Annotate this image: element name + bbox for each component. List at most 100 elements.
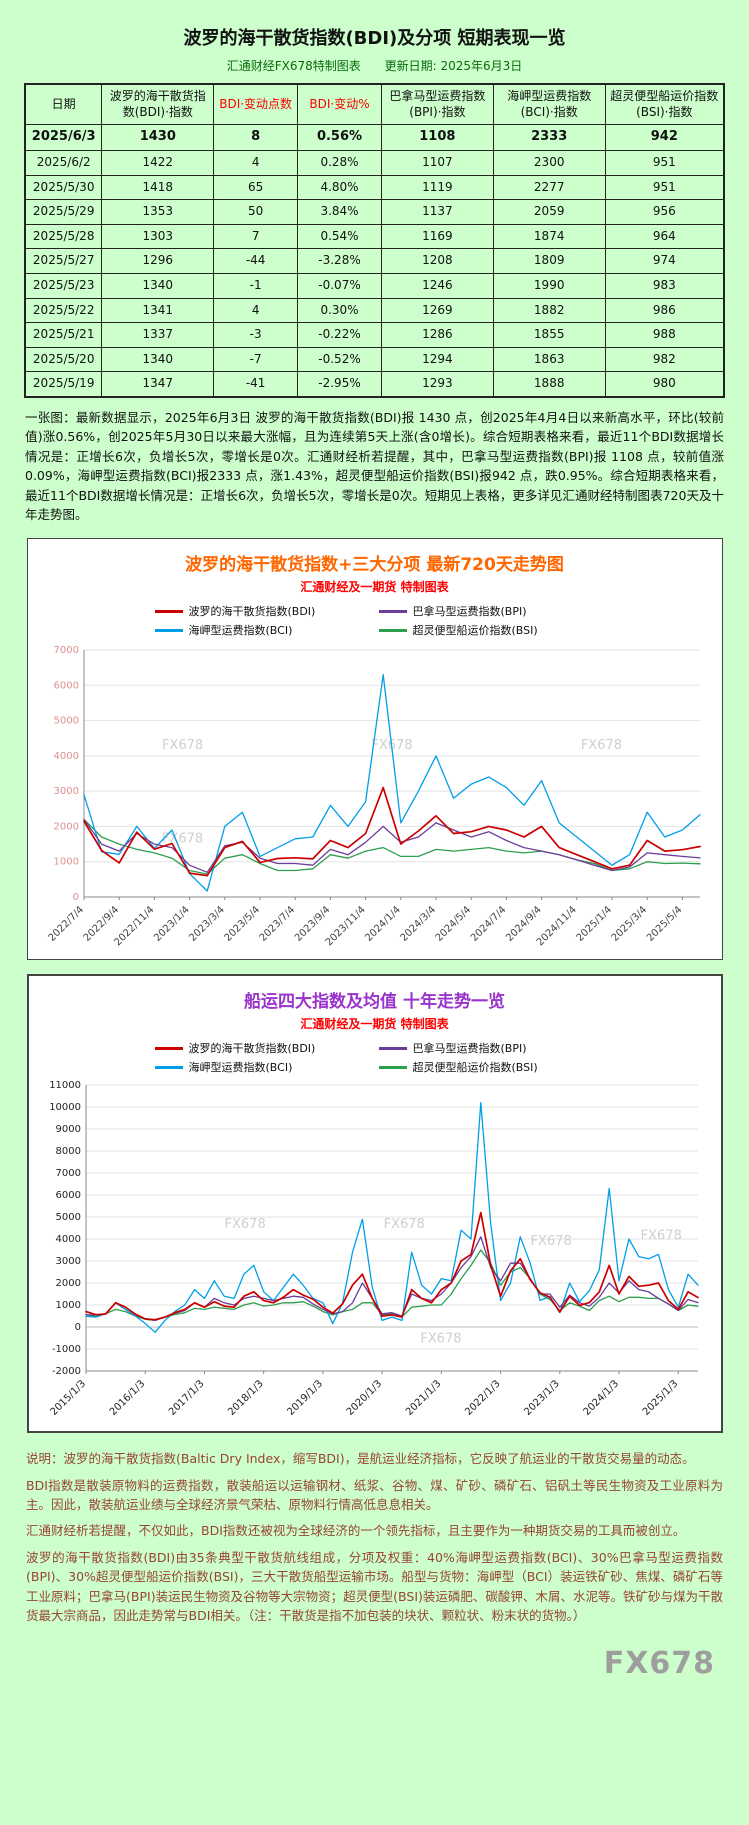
chart-10year-subtitle: 汇通财经及一期货 特制图表 bbox=[300, 1017, 449, 1032]
svg-text:11000: 11000 bbox=[49, 1080, 81, 1091]
table-cell: 2277 bbox=[492, 174, 606, 201]
svg-text:2016/1/3: 2016/1/3 bbox=[107, 1379, 147, 1419]
svg-text:2022/7/4: 2022/7/4 bbox=[46, 905, 86, 945]
table-cell: 1337 bbox=[101, 322, 215, 348]
svg-text:4000: 4000 bbox=[55, 1234, 80, 1245]
table-header-cell: 日期 bbox=[24, 83, 103, 126]
page-root: 波罗的海干散货指数(BDI)及分项 短期表现一览 汇通财经FX678特制图表 更… bbox=[24, 28, 725, 1681]
page-subtitle: 汇通财经FX678特制图表 更新日期: 2025年6月3日 bbox=[24, 57, 725, 74]
svg-text:2023/7/4: 2023/7/4 bbox=[257, 905, 297, 945]
svg-text:4000: 4000 bbox=[53, 751, 78, 762]
legend-swatch bbox=[378, 1046, 407, 1050]
table-row: 2025/5/23 1340 -1 -0.07% 1246 1990 983 bbox=[24, 273, 725, 299]
table-cell: 1208 bbox=[380, 248, 494, 275]
table-cell: -7 bbox=[213, 346, 299, 373]
table-cell: 988 bbox=[604, 322, 725, 348]
table-cell: 4 bbox=[213, 150, 299, 176]
svg-text:FX678: FX678 bbox=[383, 1217, 424, 1232]
legend-label: 超灵便型船运价指数(BSI) bbox=[412, 1061, 538, 1075]
svg-text:2023/5/4: 2023/5/4 bbox=[222, 905, 262, 945]
svg-text:2020/1/3: 2020/1/3 bbox=[344, 1379, 384, 1419]
table-cell: 1353 bbox=[101, 199, 215, 225]
svg-text:2025/1/4: 2025/1/4 bbox=[574, 905, 614, 945]
table-row: 2025/5/22 1341 4 0.30% 1269 1882 986 bbox=[24, 297, 725, 324]
chart-10year-panel: 船运四大指数及均值 十年走势一览 汇通财经及一期货 特制图表 波罗的海干散货指数… bbox=[26, 974, 723, 1434]
table-cell: 50 bbox=[213, 199, 299, 225]
svg-text:10000: 10000 bbox=[49, 1102, 81, 1113]
table-row: 2025/6/2 1422 4 0.28% 1107 2300 951 bbox=[24, 150, 725, 176]
table-head: 日期 波罗的海干散货指数(BDI)·指数 BDI·变动点数 BDI·变动% 巴拿马型运费… bbox=[24, 83, 725, 126]
table-cell: 2025/5/28 bbox=[24, 223, 103, 250]
legend-swatch bbox=[154, 628, 183, 632]
table-cell: 0.30% bbox=[297, 297, 382, 324]
svg-text:5000: 5000 bbox=[53, 716, 78, 727]
svg-text:1000: 1000 bbox=[55, 1300, 80, 1311]
legend-swatch bbox=[154, 609, 183, 613]
table-cell: 0.54% bbox=[297, 223, 382, 250]
svg-text:2022/1/3: 2022/1/3 bbox=[463, 1379, 503, 1419]
table-body: 2025/6/3 1430 8 0.56% 1108 2333 942 2025/6/2 142… bbox=[24, 124, 725, 398]
table-cell: 1855 bbox=[492, 322, 606, 348]
table-row: 2025/5/27 1296 -44 -3.28% 1208 1809 974 bbox=[24, 248, 725, 275]
svg-text:2023/3/4: 2023/3/4 bbox=[187, 905, 227, 945]
table-cell: 2025/5/30 bbox=[24, 174, 103, 201]
table-cell: 1340 bbox=[101, 346, 215, 373]
svg-text:7000: 7000 bbox=[53, 645, 78, 656]
svg-text:FX678: FX678 bbox=[640, 1229, 681, 1244]
svg-text:2015/1/3: 2015/1/3 bbox=[48, 1379, 88, 1419]
table-cell: 1286 bbox=[380, 322, 494, 348]
legend-label: 巴拿马型运费指数(BPI) bbox=[412, 605, 527, 619]
svg-text:2024/1/4: 2024/1/4 bbox=[363, 905, 403, 945]
table-cell: 986 bbox=[604, 297, 725, 324]
table-cell: 1809 bbox=[492, 248, 606, 275]
table-cell: 2025/5/29 bbox=[24, 199, 103, 225]
legend-label: 波罗的海干散货指数(BDI) bbox=[188, 1042, 316, 1056]
svg-text:FX678: FX678 bbox=[224, 1217, 265, 1232]
svg-text:2018/1/3: 2018/1/3 bbox=[226, 1379, 266, 1419]
table-cell: 974 bbox=[604, 248, 725, 275]
table-cell: 1294 bbox=[380, 346, 494, 373]
note-paragraph: BDI指数是散装原物料的运费指数，散装船运以运输钢材、纸浆、谷物、煤、矿砂、磷矿… bbox=[26, 1477, 723, 1513]
chart-10year-title: 船运四大指数及均值 十年走势一览 bbox=[244, 992, 505, 1013]
legend-swatch bbox=[154, 1046, 183, 1050]
table-cell: 2025/5/19 bbox=[24, 371, 103, 398]
summary-paragraph: 一张图：最新数据显示，2025年6月3日 波罗的海干散货指数(BDI)报 143… bbox=[25, 410, 724, 522]
svg-text:FX678: FX678 bbox=[530, 1234, 571, 1249]
svg-text:-2000: -2000 bbox=[51, 1366, 80, 1377]
svg-text:2025/5/4: 2025/5/4 bbox=[644, 905, 684, 945]
table-cell: 1303 bbox=[101, 223, 215, 250]
legend-label: 巴拿马型运费指数(BPI) bbox=[412, 1042, 527, 1056]
table-cell: 982 bbox=[604, 346, 725, 373]
table-cell: 2025/5/21 bbox=[24, 322, 103, 348]
svg-text:2024/5/4: 2024/5/4 bbox=[433, 905, 473, 945]
table-cell: -0.22% bbox=[297, 322, 382, 348]
table-cell: 942 bbox=[604, 124, 725, 152]
chart-720day-subtitle: 汇通财经及一期货 特制图表 bbox=[300, 580, 449, 595]
chart-720day-canvas: 0 1000 2000 3000 4000 5000 6000 7000 2022/7/4 202… bbox=[46, 645, 701, 949]
table-header-cell: BDI·变动点数 bbox=[213, 83, 299, 126]
table-cell: 1990 bbox=[492, 273, 606, 299]
svg-text:3000: 3000 bbox=[53, 786, 78, 797]
table-cell: 1341 bbox=[101, 297, 215, 324]
table-cell: 1347 bbox=[101, 371, 215, 398]
table-cell: 7 bbox=[213, 223, 299, 250]
chart-720day-title: 波罗的海干散货指数+三大分项 最新720天走势图 bbox=[185, 555, 564, 576]
table-cell: 4.80% bbox=[297, 174, 382, 201]
table-header-cell: 超灵便型船运价指数(BSI)·指数 bbox=[604, 83, 725, 126]
table-cell: 983 bbox=[604, 273, 725, 299]
bdi-short-term-table: 日期 波罗的海干散货指数(BDI)·指数 BDI·变动点数 BDI·变动% 巴拿马型运费… bbox=[24, 83, 725, 399]
table-cell: 2025/5/23 bbox=[24, 273, 103, 299]
svg-text:2000: 2000 bbox=[53, 822, 78, 833]
chart-720day-legend: 波罗的海干散货指数(BDI) 巴拿马型运费指数(BPI) 海岬型运费指数(BCI) 超… bbox=[154, 603, 595, 638]
table-cell: -3.28% bbox=[297, 248, 382, 275]
legend-swatch bbox=[378, 1065, 407, 1069]
table-cell: 1119 bbox=[380, 174, 494, 201]
table-cell: 1422 bbox=[101, 150, 215, 176]
table-cell: 1863 bbox=[492, 346, 606, 373]
table-cell: -41 bbox=[213, 371, 299, 398]
table-row: 2025/5/28 1303 7 0.54% 1169 1874 964 bbox=[24, 223, 725, 250]
svg-text:2023/1/4: 2023/1/4 bbox=[152, 905, 192, 945]
legend-label: 波罗的海干散货指数(BDI) bbox=[188, 605, 316, 619]
table-cell: 980 bbox=[604, 371, 725, 398]
table-cell: -0.07% bbox=[297, 273, 382, 299]
